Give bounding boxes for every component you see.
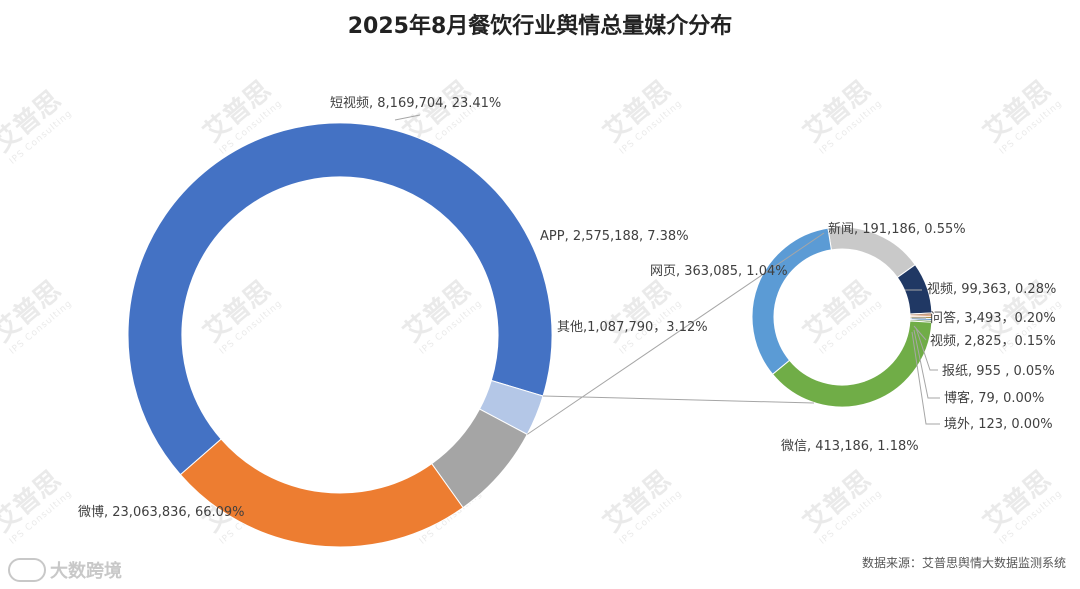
label-blog: 博客, 79, 0.00% bbox=[944, 390, 1044, 406]
main-slice-3 bbox=[179, 438, 464, 548]
brand-icon bbox=[8, 558, 46, 582]
connector-line-bottom bbox=[543, 395, 815, 404]
connector-line-top bbox=[526, 232, 825, 435]
label-wechat: 微信, 413,186, 1.18% bbox=[781, 439, 919, 454]
leader-short-video bbox=[394, 114, 421, 121]
sub-slice-8 bbox=[751, 227, 832, 375]
data-source-note: 数据来源：艾普思舆情大数据监测系统 bbox=[861, 556, 1066, 570]
sub-slice-7 bbox=[771, 320, 933, 408]
brand-name: 大数跨境 bbox=[50, 561, 122, 582]
label-overseas: 境外, 123, 0.00% bbox=[944, 417, 1053, 432]
leader-newspaper bbox=[915, 327, 938, 371]
label-qa: 问答, 3,493，0.20% bbox=[930, 310, 1056, 326]
label-video-2: 视频, 2,825，0.15% bbox=[930, 334, 1056, 349]
label-app: APP, 2,575,188, 7.38% bbox=[540, 229, 689, 244]
label-other: 其他,1,087,790，3.12% bbox=[557, 320, 708, 335]
brand-logo: 大数跨境 bbox=[8, 557, 122, 583]
label-short-video: 短视频, 8,169,704, 23.41% bbox=[330, 96, 501, 111]
chart-title: 2025年8月餐饮行业舆情总量媒介分布 bbox=[347, 14, 733, 39]
label-webpage: 网页, 363,085, 1.04% bbox=[650, 264, 788, 279]
label-news: 新闻, 191,186, 0.55% bbox=[828, 221, 966, 237]
leader-overseas bbox=[911, 331, 940, 425]
label-newspaper: 报纸, 955 , 0.05% bbox=[942, 364, 1055, 379]
label-weibo: 微博, 23,063,836, 66.09% bbox=[78, 505, 245, 520]
leader-blog bbox=[913, 329, 940, 399]
main-slice-0 bbox=[127, 122, 553, 476]
label-video-1: 视频, 99,363, 0.28% bbox=[927, 282, 1056, 297]
